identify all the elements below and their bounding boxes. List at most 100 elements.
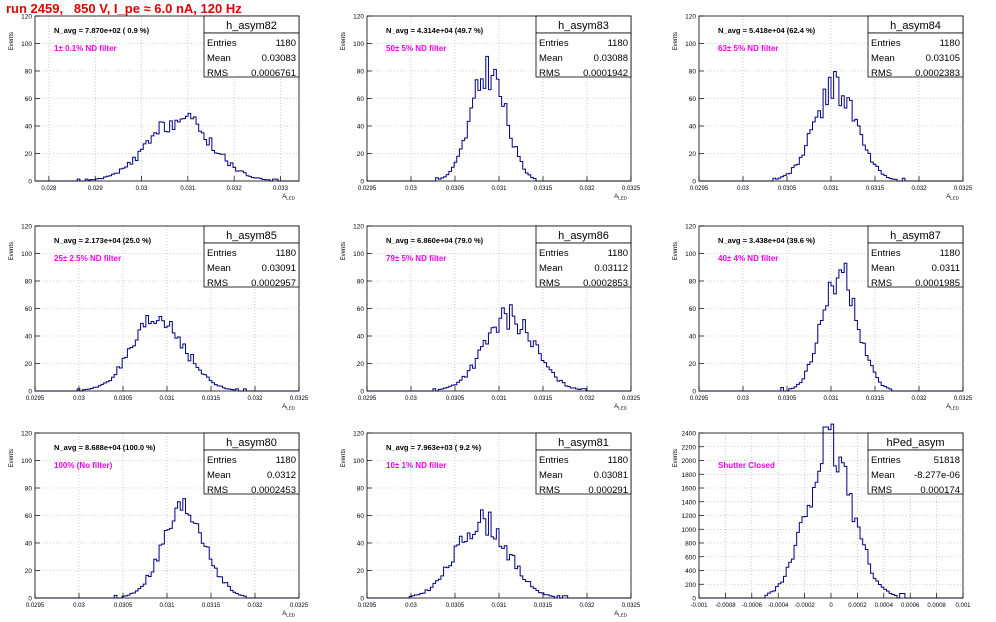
filter-label: 25± 2.5% ND filter <box>54 254 121 263</box>
x-tick-label: 0.0325 <box>954 186 973 192</box>
stats-key: Entries <box>539 38 569 49</box>
histogram-bars <box>35 112 299 182</box>
x-tick-label: 0.032 <box>911 396 927 402</box>
stats-value: 0.0311 <box>932 263 960 274</box>
y-tick-label: 80 <box>25 486 33 493</box>
navg-label: N_avg = 3.438e+04 (39.6 %) <box>718 236 816 245</box>
stats-key: Mean <box>207 470 231 481</box>
navg-label: N_avg = 4.314e+04 (49.7 %) <box>386 26 484 35</box>
x-tick-label: 0.031 <box>180 186 196 192</box>
histogram-panel-h_asym80: 0 20 40 60 80 100 120 0.0295 0.03 0.0305 0.031 0.03… <box>9 431 309 618</box>
x-tick-label: 0.032 <box>579 603 595 609</box>
x-tick-label: 0.0315 <box>534 186 553 192</box>
stats-value: 1180 <box>276 455 296 466</box>
x-tick-label: 0.0305 <box>778 186 797 192</box>
y-tick-label: 0 <box>28 389 32 396</box>
y-tick-label: 40 <box>25 124 33 131</box>
filter-label: 63± 5% ND filter <box>718 44 778 53</box>
x-tick-label: 0.03 <box>405 186 417 192</box>
y-tick-label: 80 <box>357 279 365 286</box>
y-axis-label: Events <box>9 242 15 260</box>
y-tick-label: 60 <box>357 306 365 313</box>
navg-label: N_avg = 7.963e+03 ( 9.2 %) <box>386 443 482 452</box>
y-tick-label: 1800 <box>682 472 697 479</box>
x-tick-label: 0.001 <box>955 603 971 609</box>
y-tick-label: 0 <box>360 596 364 603</box>
y-tick-label: 60 <box>357 96 365 103</box>
y-tick-label: 40 <box>25 334 33 341</box>
stats-box <box>203 242 300 288</box>
x-axis-label: ALED <box>282 194 296 201</box>
navg-label: N_avg = 2.173e+04 (25.0 %) <box>54 236 152 245</box>
x-tick-label: 0.0305 <box>446 603 465 609</box>
filter-label: 100% (No filter) <box>54 461 113 470</box>
stats-box <box>203 449 300 495</box>
x-tick-label: 0.03 <box>73 603 85 609</box>
stats-box <box>535 449 632 495</box>
stats-key: Mean <box>871 470 895 481</box>
y-tick-label: 120 <box>353 14 364 21</box>
filter-label: Shutter Closed <box>718 461 775 470</box>
y-axis-label: Events <box>341 242 347 260</box>
x-tick-label: 0.0315 <box>202 603 221 609</box>
y-tick-label: 120 <box>21 224 32 231</box>
x-axis-label: ALED <box>614 404 628 411</box>
stats-value: 0.0006761 <box>251 68 296 79</box>
y-tick-label: 0 <box>360 389 364 396</box>
stats-box <box>203 32 300 78</box>
x-tick-label: 0.028 <box>41 186 57 192</box>
x-tick-label: 0.03 <box>737 186 749 192</box>
y-tick-label: 60 <box>689 306 697 313</box>
y-tick-label: 40 <box>689 334 697 341</box>
histogram-panel-hPed_asym: 0 200 400 600 800 1000 1200 1400 1600 1800 2000 220… <box>673 423 971 609</box>
y-tick-label: 1200 <box>682 513 697 520</box>
x-tick-label: 0.03 <box>405 396 417 402</box>
x-tick-label: 0.03 <box>405 603 417 609</box>
y-tick-label: 60 <box>357 513 365 520</box>
stats-key: Mean <box>539 263 563 274</box>
y-tick-label: 60 <box>25 306 33 313</box>
x-tick-label: 0.031 <box>823 186 839 192</box>
y-tick-label: 800 <box>685 541 696 548</box>
stats-title: h_asym85 <box>226 230 277 242</box>
stats-value: 1180 <box>608 248 628 259</box>
y-tick-label: 20 <box>357 568 365 575</box>
y-tick-label: 80 <box>357 69 365 76</box>
filter-label: 79± 5% ND filter <box>386 254 446 263</box>
y-tick-label: 20 <box>689 151 697 158</box>
y-tick-label: 120 <box>353 224 364 231</box>
x-tick-label: 0.0305 <box>778 396 797 402</box>
histogram-panel-h_asym82: 0 20 40 60 80 100 120 0.028 0.029 0.03 0.031 0.032 0… <box>9 14 300 201</box>
stats-title: h_asym82 <box>226 20 277 32</box>
stats-value: 0.03083 <box>262 53 296 64</box>
y-tick-label: 0 <box>360 179 364 186</box>
y-tick-label: 20 <box>357 151 365 158</box>
y-tick-label: 100 <box>353 251 364 258</box>
y-tick-label: 20 <box>689 361 697 368</box>
navg-label: N_avg = 6.860e+04 (79.0 %) <box>386 236 484 245</box>
y-tick-label: 120 <box>21 431 32 438</box>
stats-box <box>535 242 632 288</box>
x-tick-label: 0.032 <box>247 396 263 402</box>
y-tick-label: 40 <box>689 124 697 131</box>
y-tick-label: 40 <box>357 124 365 131</box>
x-tick-label: 0.031 <box>823 396 839 402</box>
stats-key: RMS <box>539 485 560 496</box>
y-tick-label: 0 <box>28 179 32 186</box>
stats-title: hPed_asym <box>886 437 944 449</box>
y-tick-label: 120 <box>353 431 364 438</box>
y-tick-label: 20 <box>357 361 365 368</box>
y-axis-label: Events <box>341 32 347 50</box>
stats-key: Mean <box>539 53 563 64</box>
x-axis-label: ALED <box>946 194 960 201</box>
x-tick-label: 0.0295 <box>26 603 45 609</box>
stats-title: h_asym87 <box>890 230 941 242</box>
stats-key: Entries <box>207 248 237 259</box>
y-axis-label: Events <box>673 32 679 50</box>
stats-value: 51818 <box>934 455 960 466</box>
y-tick-label: 100 <box>685 41 696 48</box>
stats-value: 0.000174 <box>920 485 960 496</box>
x-tick-label: 0.0295 <box>358 603 377 609</box>
x-tick-label: 0.031 <box>159 396 175 402</box>
filter-label: 10± 1% ND filter <box>386 461 446 470</box>
